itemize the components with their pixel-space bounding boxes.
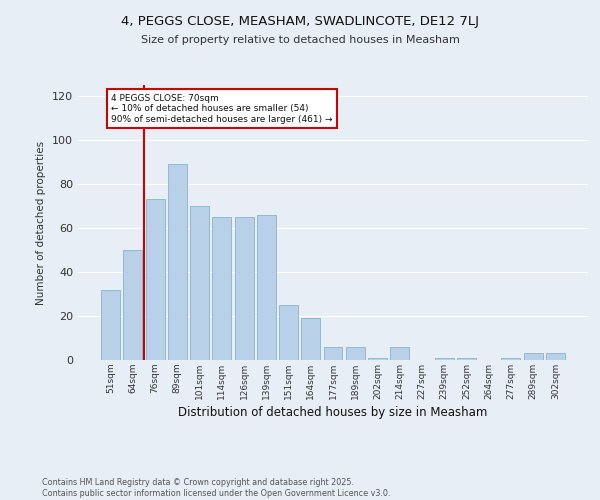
Bar bbox=[435, 358, 454, 360]
Text: 4, PEGGS CLOSE, MEASHAM, SWADLINCOTE, DE12 7LJ: 4, PEGGS CLOSE, MEASHAM, SWADLINCOTE, DE… bbox=[121, 15, 479, 28]
Text: Size of property relative to detached houses in Measham: Size of property relative to detached ho… bbox=[140, 35, 460, 45]
Bar bbox=[301, 318, 320, 360]
Y-axis label: Number of detached properties: Number of detached properties bbox=[37, 140, 46, 304]
Bar bbox=[124, 250, 142, 360]
Bar bbox=[101, 290, 120, 360]
Bar bbox=[190, 206, 209, 360]
Bar bbox=[346, 347, 365, 360]
Bar bbox=[390, 347, 409, 360]
Bar bbox=[502, 358, 520, 360]
Text: Contains HM Land Registry data © Crown copyright and database right 2025.
Contai: Contains HM Land Registry data © Crown c… bbox=[42, 478, 391, 498]
Bar bbox=[457, 358, 476, 360]
Bar bbox=[257, 215, 276, 360]
Bar bbox=[368, 358, 387, 360]
X-axis label: Distribution of detached houses by size in Measham: Distribution of detached houses by size … bbox=[178, 406, 488, 419]
Bar bbox=[146, 200, 164, 360]
Bar bbox=[546, 354, 565, 360]
Bar bbox=[212, 217, 231, 360]
Bar bbox=[235, 217, 254, 360]
Bar bbox=[279, 305, 298, 360]
Bar bbox=[168, 164, 187, 360]
Bar bbox=[524, 354, 542, 360]
Bar bbox=[323, 347, 343, 360]
Text: 4 PEGGS CLOSE: 70sqm
← 10% of detached houses are smaller (54)
90% of semi-detac: 4 PEGGS CLOSE: 70sqm ← 10% of detached h… bbox=[111, 94, 332, 124]
